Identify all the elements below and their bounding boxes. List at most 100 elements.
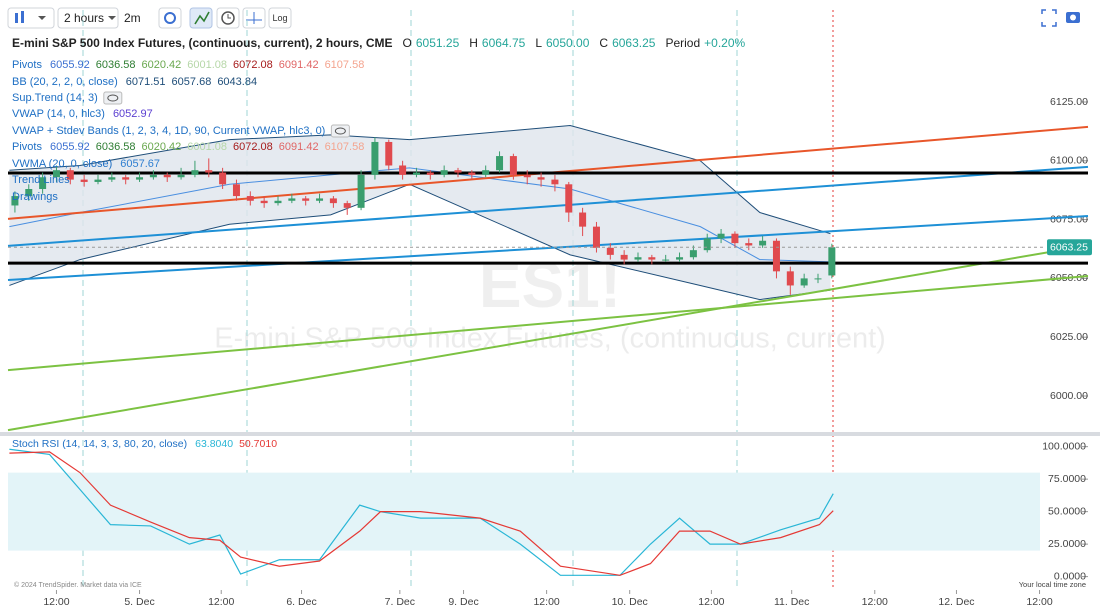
stoch-line [9,451,834,576]
candle-body [634,257,642,260]
x-tick-label: 12:00 [43,596,69,608]
candle-body [786,271,794,286]
candle-body [316,198,324,201]
visibility-toggle[interactable] [330,124,350,138]
ohlc-value: 6051.25 [416,36,460,50]
legend-value: 6020.42 [142,141,182,153]
y-tick-label: 100.0000 [1042,440,1086,452]
y-tick-label: 50.0000 [1048,505,1086,517]
visibility-toggle[interactable] [103,91,123,105]
candle-body [122,177,130,180]
candle-body [66,170,74,180]
icon [194,11,210,25]
price-tag [1047,239,1092,256]
x-tick-label: 5. Dec [124,596,154,608]
candle-body [232,184,240,197]
ohlc-value: 6050.00 [546,36,590,50]
legend-value: 6057.67 [120,158,160,170]
log-button[interactable] [268,7,292,29]
interval[interactable]: 2 hours [64,11,104,25]
candle-body [52,170,60,178]
candle-body [191,170,199,175]
x-tick-label: 10. Dec [612,596,648,608]
candle-body [496,156,504,171]
price-panel: 6000.006025.006050.006075.006100.006125.… [7,96,1092,432]
interval-button[interactable] [57,7,119,29]
legend-name: BB (20, 2, 2, 0, close) [12,76,118,88]
trend-line [7,244,1089,432]
icon [21,11,24,23]
legend-value: 6043.84 [217,76,257,88]
ohlc-key: O [403,36,412,50]
band [8,472,1040,551]
legend-value: 6107.58 [325,141,365,153]
candle-body [731,233,739,244]
candle-body [440,170,448,175]
candle-body [565,184,573,213]
y-tick-label: 25.0000 [1048,538,1086,550]
candle-body [357,174,365,208]
candle-body [219,172,227,185]
watermark-name: E-mini S&P 500 Index Futures, (continuou… [214,323,886,355]
icon [15,13,18,23]
chart-title: E-mini S&P 500 Index Futures, (continuou… [12,36,393,50]
legend-name: VWMA (20, 0, close) [12,158,112,170]
candle-body [274,200,282,204]
legend-value: 6071.51 [126,76,166,88]
log-label[interactable]: Log [272,13,287,23]
candle-body [468,172,476,175]
y-tick-label: 0.0000 [1054,570,1086,582]
bollinger-upper [9,124,831,235]
candle-body [246,196,254,201]
icon [221,11,235,25]
x-tick-label: 11. Dec [774,596,809,608]
candle-body [343,203,351,208]
candle-body [136,177,144,180]
refresh[interactable]: 2m [124,11,141,25]
candle-body [551,179,559,185]
candle-body [108,177,116,180]
candle-body [39,177,47,190]
ohlc-key: L [535,36,542,50]
candle-body [288,198,296,201]
candle-body [509,156,517,175]
trend-line [7,275,1089,372]
legend-value: 6072.08 [233,59,273,71]
candle-body [94,179,102,182]
eye-icon [334,127,346,135]
legend-value: 6052.97 [113,108,153,120]
icon [227,14,231,19]
candle-body [537,177,545,180]
candle-body [828,247,836,276]
candle-body [814,278,822,280]
candle-body [163,174,171,178]
candle-body [606,247,614,255]
x-tick-label: 6. Dec [286,596,316,608]
candle-body [329,198,337,204]
candle-body [412,172,420,175]
legend-value: 6020.42 [142,59,182,71]
candle-body [800,278,808,286]
legend-value: 6055.92 [50,59,90,71]
y-tick-label: 6025.00 [1050,331,1088,343]
ohlc-value: 6064.75 [482,36,526,50]
candle-body [676,257,684,260]
y-tick-label: 6125.00 [1050,96,1088,108]
chart-type-button[interactable] [7,7,55,29]
candle-body [149,174,157,178]
candle-body [482,170,490,175]
candle-body [523,174,531,178]
legend-name: Drawings [12,191,58,203]
candle-body [579,212,587,227]
x-tick-label: 7. Dec [385,596,415,608]
legend-value: 6001.08 [187,141,227,153]
fullscreen-button[interactable] [1041,9,1057,27]
candle-body [426,172,434,175]
x-tick-label: 12:00 [208,596,234,608]
price-tag-label: 6063.25 [1050,242,1088,254]
legend-value: 6036.58 [96,59,136,71]
settings-button[interactable] [158,7,182,29]
toolbar: 2 hours 2m Log [7,7,1080,29]
legend-name: VWAP (14, 0, hlc3) [12,108,105,120]
